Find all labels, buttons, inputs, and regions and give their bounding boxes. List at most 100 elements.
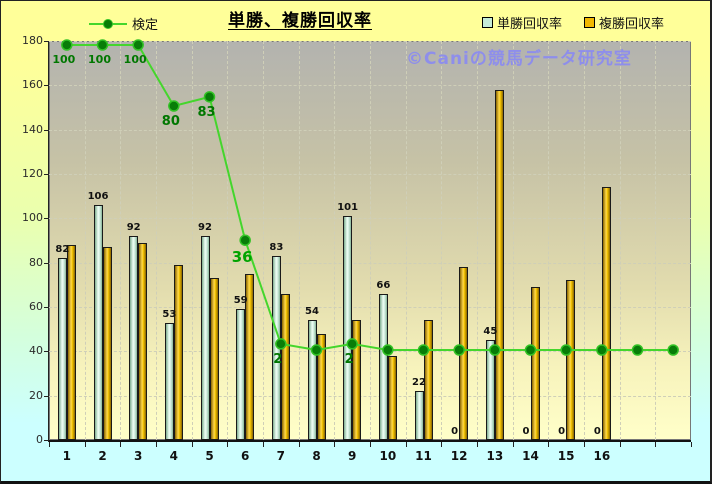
x-axis-label: 12 (450, 449, 468, 463)
line-marker (596, 344, 608, 356)
line-marker (382, 344, 394, 356)
y-axis-label: 80 (29, 255, 43, 269)
y-axis-tick (44, 351, 49, 353)
line-series-layer (61, 39, 679, 356)
bar-win (164, 322, 174, 440)
x-axis-tick (227, 442, 229, 447)
legend-bar-series: 単勝回収率 複勝回収率 (482, 13, 664, 32)
x-axis-tick (512, 442, 514, 447)
legend-place-label: 複勝回収率 (599, 17, 665, 32)
line-marker (631, 344, 644, 356)
vertical-gridline (227, 41, 229, 440)
vertical-gridline (298, 41, 300, 440)
y-axis-label: 60 (29, 300, 43, 313)
x-axis-label: 5 (205, 449, 214, 463)
line-marker (310, 344, 323, 356)
x-axis-tick (477, 442, 478, 447)
vertical-gridline (548, 41, 550, 440)
x-axis-tick (49, 442, 50, 447)
line-marker (489, 344, 501, 356)
y-axis-label: 40 (29, 344, 43, 358)
x-axis-tick (655, 442, 657, 447)
x-axis-tick (370, 442, 371, 447)
x-axis-tick (691, 442, 692, 447)
line-marker (239, 234, 251, 246)
bar-value-label: 66 (376, 279, 391, 291)
line-marker (168, 100, 180, 112)
line-legend-key (89, 16, 127, 32)
bar-value-label: 101 (337, 202, 359, 214)
x-axis-label: 16 (593, 449, 611, 463)
x-axis-label: 3 (133, 449, 143, 463)
bar-value-label: 106 (87, 191, 109, 203)
bar-win (93, 205, 103, 440)
line-marker (346, 338, 358, 350)
legend-win-label: 単勝回収率 (497, 17, 563, 32)
line-value-label: 83 (197, 104, 216, 120)
vertical-gridline (334, 41, 336, 440)
bar-place (352, 320, 362, 440)
line-marker (96, 39, 109, 51)
bar-value-label: 92 (198, 222, 212, 234)
line-value-label: 100 (88, 53, 111, 66)
bar-win (485, 340, 495, 440)
bar-place (494, 89, 504, 440)
vertical-gridline (584, 41, 585, 440)
bar-place (245, 273, 255, 440)
bar-win (129, 236, 139, 440)
bar-place (138, 242, 148, 440)
bar-value-label: 0 (558, 426, 566, 437)
bar-value-label: 53 (162, 308, 177, 320)
bar-value-label: 0 (522, 426, 530, 437)
x-axis-tick (334, 442, 336, 447)
bar-place (173, 264, 183, 440)
line-marker (132, 39, 144, 51)
line-marker (203, 91, 216, 103)
y-axis-label: 20 (29, 388, 43, 402)
bar-place (423, 320, 433, 440)
y-axis-tick (44, 395, 49, 397)
legend-line-label: 検定 (132, 18, 159, 33)
y-axis-label: 160 (22, 78, 43, 92)
bar-place (316, 333, 326, 440)
vertical-gridline (120, 41, 122, 440)
line-value-label: 2 (344, 351, 354, 367)
y-axis-tick (44, 262, 49, 264)
x-axis-line (49, 440, 691, 442)
bar-value-label: 0 (593, 426, 601, 437)
y-axis-tick (44, 41, 49, 42)
bar-value-label: 92 (126, 222, 141, 234)
x-axis-tick (263, 442, 264, 447)
line-value-label: 2 (273, 351, 283, 367)
x-axis-label: 4 (169, 449, 179, 463)
bar-value-label: 83 (269, 242, 284, 254)
x-axis-label: 10 (379, 449, 397, 463)
vertical-gridline (370, 41, 371, 440)
x-axis-tick (298, 442, 300, 447)
line-marker (61, 39, 73, 51)
bar-value-label: 45 (483, 326, 498, 338)
line-value-label: 80 (161, 114, 180, 129)
vertical-gridline (263, 41, 264, 440)
vertical-gridline (619, 41, 621, 440)
bar-place (530, 287, 540, 440)
x-axis-label: 6 (240, 449, 250, 463)
legend-entry-win: 単勝回収率 (482, 13, 562, 32)
bar-place (209, 278, 219, 440)
y-axis-label: 180 (22, 34, 43, 47)
line-marker (453, 344, 465, 356)
vertical-gridline (84, 41, 86, 440)
bar-win (307, 320, 317, 440)
y-axis-tick (44, 218, 49, 220)
y-axis-tick (44, 85, 49, 87)
y-axis-tick (44, 307, 49, 308)
line-marker (667, 344, 679, 356)
x-axis-tick (84, 442, 86, 447)
bar-win (57, 258, 67, 440)
x-axis-tick (191, 442, 193, 447)
x-axis-label: 7 (276, 449, 286, 463)
x-axis-label: 1 (62, 449, 72, 463)
x-axis-label: 2 (98, 449, 107, 463)
bar-value-label: 22 (412, 377, 426, 389)
